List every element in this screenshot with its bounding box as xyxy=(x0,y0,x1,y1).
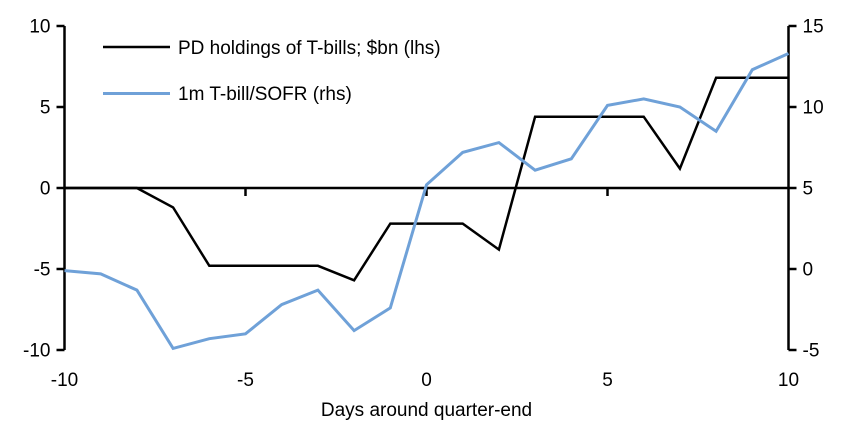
legend: PD holdings of T-bills; $bn (lhs) 1m T-b… xyxy=(103,38,441,105)
series-line-0 xyxy=(64,76,789,282)
series-lines xyxy=(64,52,790,351)
left-axis-tick-label: -10 xyxy=(23,341,50,362)
right-axis-tick-label: 0 xyxy=(803,260,814,281)
right-axis-tick-label: 15 xyxy=(803,17,824,38)
x-axis-tick-label: 0 xyxy=(421,370,432,391)
left-axis-tick-label: -5 xyxy=(34,260,51,281)
x-axis-title: Days around quarter-end xyxy=(321,400,532,421)
right-axis-tick-label: -5 xyxy=(803,341,820,362)
left-axis-tick-label: 10 xyxy=(29,17,50,38)
right-axis-tick-label: 10 xyxy=(803,98,824,119)
x-axis-tick-label: -10 xyxy=(51,370,78,391)
left-axis-tick-label: 5 xyxy=(40,98,51,119)
legend-label-pd-holdings: PD holdings of T-bills; $bn (lhs) xyxy=(178,38,441,59)
series-line-1 xyxy=(64,52,790,351)
left-axis-tick-label: 0 xyxy=(40,179,51,200)
axes: 10 5 0 -5 -10 15 10 5 0 -5 -10 -5 0 5 10 xyxy=(23,17,824,392)
x-axis-tick-label: 10 xyxy=(778,370,799,391)
right-axis-tick-label: 5 xyxy=(803,179,814,200)
legend-label-sofr: 1m T-bill/SOFR (rhs) xyxy=(178,84,352,105)
x-axis-tick-label: -5 xyxy=(237,370,254,391)
x-axis-tick-label: 5 xyxy=(602,370,613,391)
